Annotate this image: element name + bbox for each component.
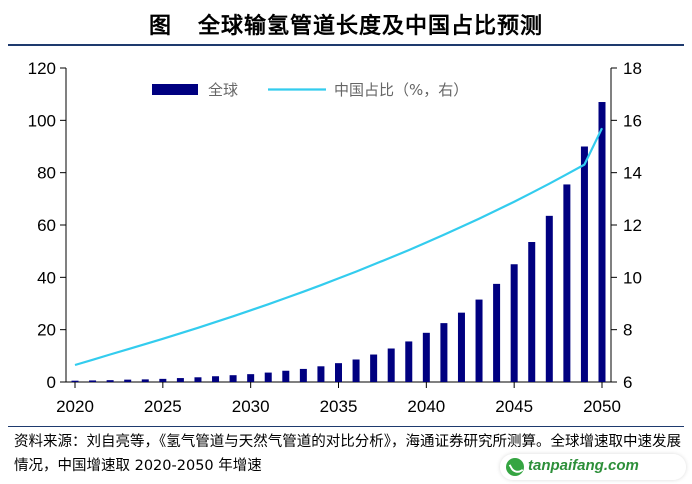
legend-swatch-global xyxy=(152,84,198,95)
x-tick-label: 2025 xyxy=(144,397,182,416)
figure-label: 图 xyxy=(148,13,172,39)
right-tick-label: 12 xyxy=(623,216,642,235)
bar-2038 xyxy=(387,348,395,382)
bar-2049 xyxy=(580,146,588,382)
title-divider xyxy=(8,44,684,46)
title-text: 全球输氢管道长度及中国占比预测 xyxy=(198,13,544,39)
left-tick-label: 60 xyxy=(37,216,56,235)
x-tick-label: 2035 xyxy=(320,397,358,416)
right-tick-label: 16 xyxy=(623,111,642,130)
left-tick-label: 40 xyxy=(37,268,56,287)
bar-2048 xyxy=(563,184,571,382)
bar-2044 xyxy=(493,283,501,382)
bar-2022 xyxy=(106,380,114,382)
legend-label-global: 全球 xyxy=(208,81,238,99)
bar-2045 xyxy=(510,264,518,382)
bar-2031 xyxy=(264,372,272,382)
x-tick-label: 2030 xyxy=(232,397,270,416)
bar-2032 xyxy=(282,370,290,382)
right-tick-label: 6 xyxy=(623,373,632,392)
bar-2043 xyxy=(475,299,483,382)
bar-2042 xyxy=(457,312,465,382)
right-tick-label: 18 xyxy=(623,59,642,78)
bar-2028 xyxy=(212,376,220,382)
bar-2024 xyxy=(141,379,149,382)
x-tick-label: 2020 xyxy=(56,397,94,416)
bar-2021 xyxy=(89,380,97,382)
right-tick-label: 14 xyxy=(623,164,642,183)
left-tick-label: 100 xyxy=(28,111,56,130)
bar-2035 xyxy=(335,363,342,382)
left-tick-label: 20 xyxy=(37,321,56,340)
bar-2037 xyxy=(370,354,378,382)
bar-2040 xyxy=(422,332,430,382)
source-note: 资料来源：刘自亮等，《氢气管道与天然气管道的对比分析》，海通证券研究所测算。全球… xyxy=(14,434,681,474)
left-tick-label: 0 xyxy=(47,373,56,392)
right-tick-label: 10 xyxy=(623,268,642,287)
bar-2036 xyxy=(352,359,360,382)
bar-2039 xyxy=(405,341,413,382)
chart-title: 图全球输氢管道长度及中国占比预测 xyxy=(0,8,692,40)
right-tick-label: 8 xyxy=(623,321,632,340)
x-tick-label: 2040 xyxy=(407,397,445,416)
bar-2029 xyxy=(229,375,237,382)
bar-2020 xyxy=(71,380,79,382)
bar-2047 xyxy=(545,215,553,382)
bar-2046 xyxy=(528,242,536,382)
bar-2030 xyxy=(247,374,255,382)
x-tick-label: 2050 xyxy=(583,397,621,416)
bar-2026 xyxy=(176,378,184,382)
china-share-line xyxy=(74,127,603,367)
bar-2023 xyxy=(124,379,132,382)
x-tick-label: 2045 xyxy=(495,397,533,416)
bar-2041 xyxy=(440,323,448,382)
left-tick-label: 80 xyxy=(37,164,56,183)
left-tick-label: 120 xyxy=(28,59,56,78)
bar-2050 xyxy=(598,102,606,383)
bar-2034 xyxy=(317,366,325,382)
watermark-text: tanpaifang.com xyxy=(528,457,639,474)
bar-2033 xyxy=(299,368,307,382)
legend-label-china: 中国占比（%，右） xyxy=(334,81,468,99)
leaf-icon xyxy=(506,458,524,476)
source-divider xyxy=(8,426,684,427)
bar-2027 xyxy=(194,377,202,382)
bar-2025 xyxy=(159,378,167,382)
watermark: tanpaifang.com xyxy=(500,454,686,480)
